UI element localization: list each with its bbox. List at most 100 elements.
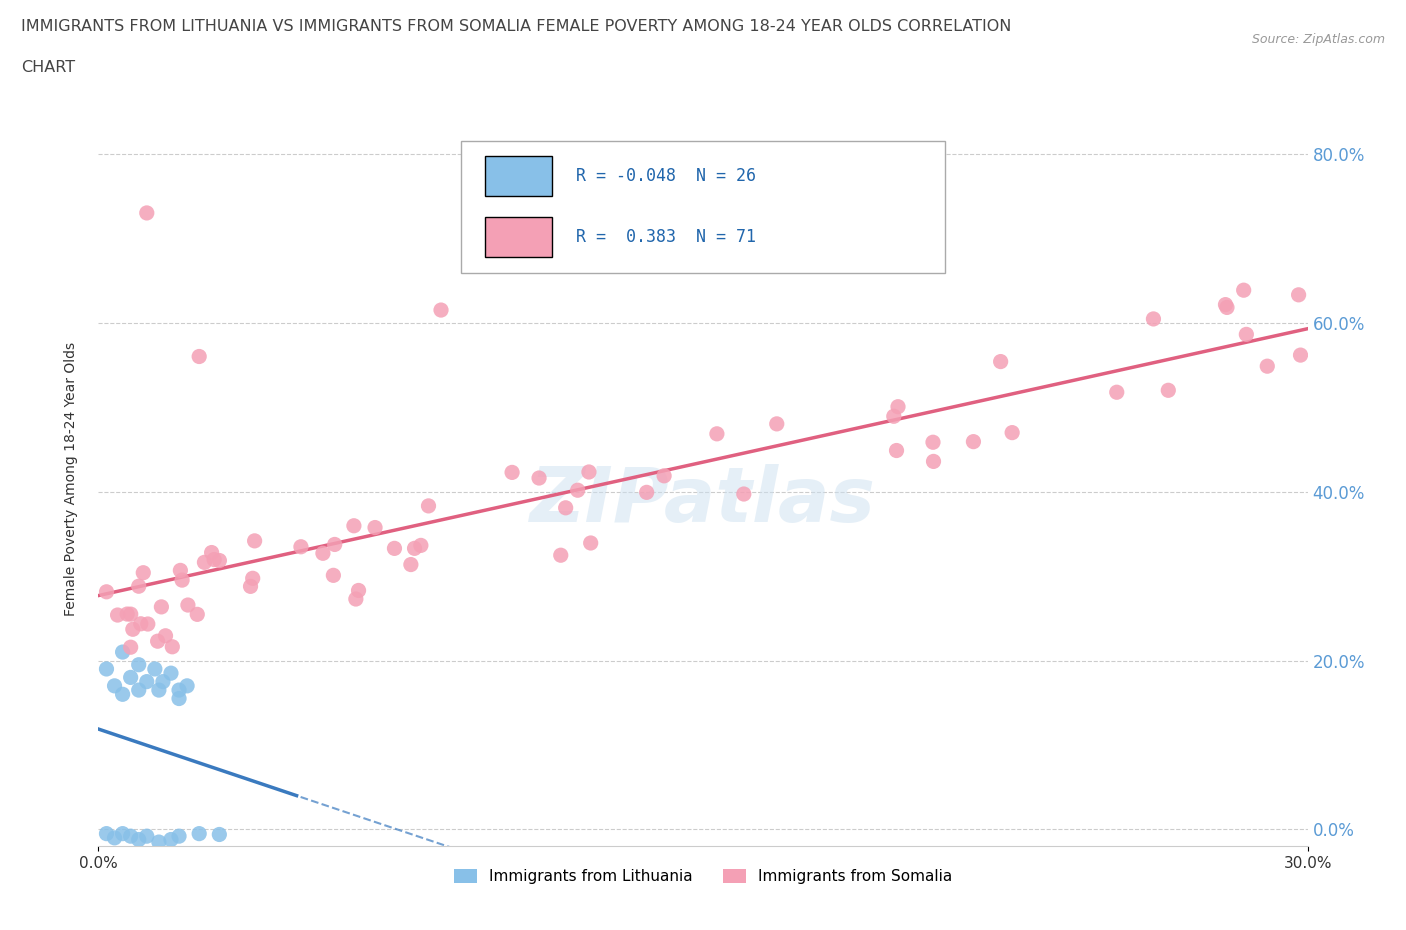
Point (312, 546, 335, 561)
Point (652, 469, 675, 484)
Point (922, 435, 945, 450)
Point (418, 498, 440, 513)
Point (567, 483, 589, 498)
Point (129, 617, 152, 631)
Point (883, 409, 905, 424)
Point (167, 683, 190, 698)
Point (550, 548, 572, 563)
Text: Source: ZipAtlas.com: Source: ZipAtlas.com (1251, 33, 1385, 46)
Point (115, 606, 138, 621)
Point (343, 518, 366, 533)
FancyBboxPatch shape (485, 155, 551, 196)
Point (96, 584, 118, 599)
Point (344, 591, 367, 606)
Point (201, 545, 224, 560)
Point (409, 538, 432, 552)
Point (208, 553, 231, 568)
FancyBboxPatch shape (485, 217, 551, 257)
Point (347, 583, 370, 598)
Point (239, 578, 262, 593)
Point (169, 563, 191, 578)
Point (132, 565, 155, 580)
Point (120, 606, 142, 621)
Point (120, 640, 142, 655)
Point (242, 571, 264, 586)
Point (962, 434, 984, 449)
Point (243, 534, 266, 549)
Point (527, 471, 550, 485)
Y-axis label: Female Poverty Among 18-24 Year Olds: Female Poverty Among 18-24 Year Olds (63, 342, 77, 616)
Text: CHART: CHART (21, 60, 75, 75)
Point (290, 539, 312, 554)
Point (143, 661, 166, 676)
Point (202, 552, 225, 567)
Point (208, 827, 231, 842)
Point (1105, 385, 1128, 400)
Legend: Immigrants from Lithuania, Immigrants from Somalia: Immigrants from Lithuania, Immigrants fr… (447, 863, 959, 890)
Point (1001, 425, 1024, 440)
Point (430, 302, 453, 317)
Point (103, 830, 125, 845)
Point (148, 834, 170, 849)
Text: ZIPatlas: ZIPatlas (530, 464, 876, 538)
Point (1216, 300, 1239, 315)
Point (636, 485, 658, 499)
Point (155, 629, 177, 644)
Point (1157, 383, 1180, 398)
Point (96, 661, 118, 676)
Point (148, 683, 170, 698)
Point (706, 426, 728, 441)
Point (188, 826, 211, 841)
Point (120, 829, 142, 844)
Point (384, 541, 406, 556)
Point (1256, 359, 1278, 374)
Point (176, 678, 198, 693)
Point (128, 832, 150, 847)
Point (1233, 283, 1256, 298)
Point (922, 454, 945, 469)
Point (111, 826, 134, 841)
Point (128, 578, 150, 593)
Text: IMMIGRANTS FROM LITHUANIA VS IMMIGRANTS FROM SOMALIA FEMALE POVERTY AMONG 18-24 : IMMIGRANTS FROM LITHUANIA VS IMMIGRANTS … (21, 19, 1011, 33)
Point (146, 633, 169, 648)
Point (1142, 312, 1164, 326)
Point (160, 832, 183, 847)
Point (579, 536, 602, 551)
Point (554, 500, 576, 515)
Point (1234, 327, 1257, 342)
Point (322, 568, 344, 583)
Point (364, 520, 387, 535)
Point (404, 541, 426, 556)
Point (135, 674, 157, 689)
Point (172, 573, 194, 588)
FancyBboxPatch shape (461, 141, 945, 273)
Point (501, 465, 523, 480)
Point (128, 683, 150, 698)
Point (107, 607, 129, 622)
Point (1289, 348, 1312, 363)
Point (193, 555, 215, 570)
Point (135, 206, 157, 220)
Point (136, 617, 159, 631)
Point (886, 443, 908, 458)
Point (733, 486, 755, 501)
Point (1215, 298, 1237, 312)
Point (887, 399, 910, 414)
Point (323, 537, 346, 551)
Point (990, 354, 1012, 369)
Point (167, 691, 190, 706)
Point (152, 674, 174, 689)
Point (135, 829, 157, 844)
Point (186, 607, 208, 622)
Point (103, 678, 125, 693)
Point (160, 666, 183, 681)
Point (1288, 287, 1310, 302)
Point (120, 670, 142, 684)
Text: R =  0.383  N = 71: R = 0.383 N = 71 (576, 228, 756, 246)
Point (188, 349, 211, 364)
Text: R = -0.048  N = 26: R = -0.048 N = 26 (576, 167, 756, 185)
Point (167, 829, 190, 844)
Point (128, 658, 150, 672)
Point (399, 557, 422, 572)
Point (765, 417, 787, 432)
